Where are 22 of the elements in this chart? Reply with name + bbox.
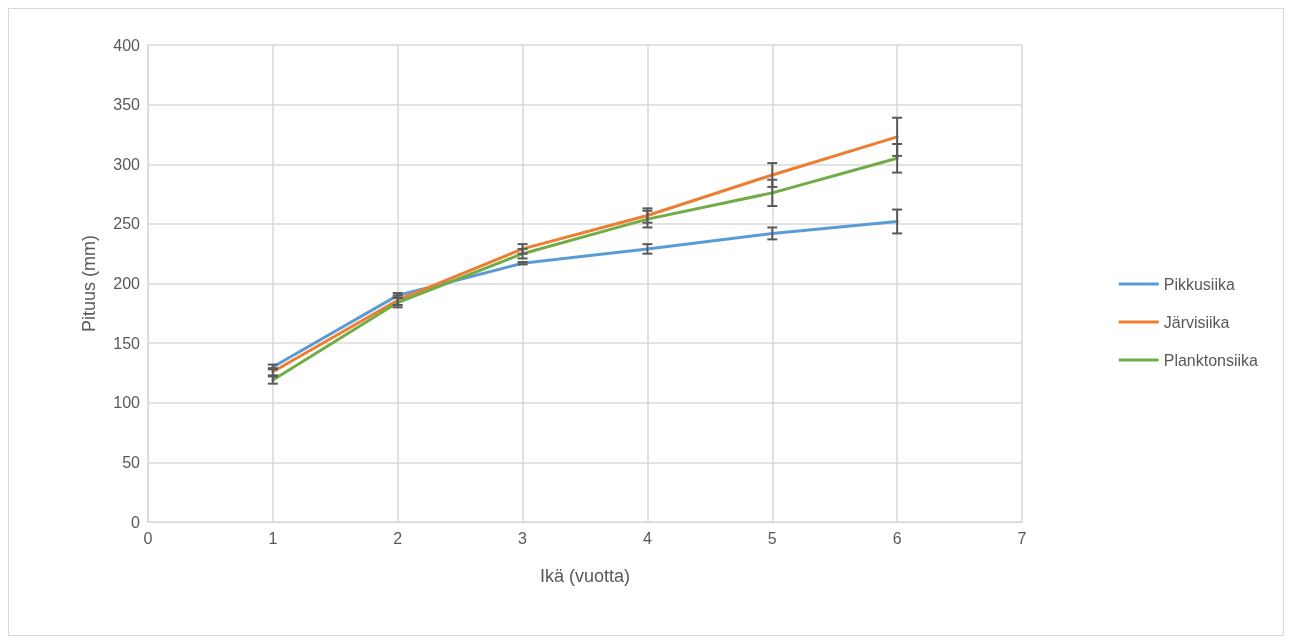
x-tick-label: 4 — [642, 529, 652, 547]
y-tick-label: 100 — [113, 394, 141, 412]
y-tick-label: 50 — [122, 453, 141, 471]
y-tick-label: 300 — [113, 155, 141, 173]
x-tick-label: 3 — [518, 529, 528, 547]
y-tick-label: 350 — [113, 96, 141, 114]
x-tick-label: 2 — [393, 529, 403, 547]
legend-label: Pikkusiika — [1163, 275, 1235, 293]
y-axis-title: Pituus (mm) — [79, 234, 99, 333]
y-tick-label: 400 — [113, 36, 141, 54]
legend-label: Järvisiika — [1163, 313, 1230, 331]
x-tick-label: 7 — [1017, 529, 1027, 547]
x-axis-title: Ikä (vuotta) — [539, 566, 631, 586]
x-tick-label: 5 — [767, 529, 777, 547]
y-tick-label: 200 — [113, 275, 141, 292]
x-tick-label: 1 — [268, 529, 278, 547]
y-tick-label: 0 — [131, 513, 141, 531]
y-tick-label: 250 — [113, 215, 141, 233]
y-tick-label: 150 — [113, 334, 141, 352]
legend-label: Planktonsiika — [1163, 351, 1259, 369]
x-tick-label: 6 — [892, 529, 902, 547]
x-tick-label: 0 — [143, 529, 153, 547]
